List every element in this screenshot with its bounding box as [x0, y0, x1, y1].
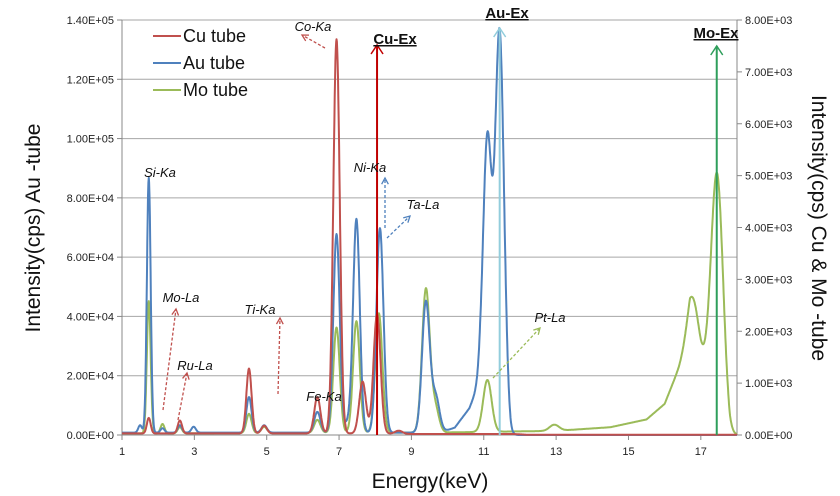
x-tick-label: 1 [119, 446, 125, 458]
peak-label: Si-Ka [144, 165, 176, 180]
right-tick-label: 4.00E+03 [745, 223, 792, 235]
left-tick-label: 1.00E+05 [67, 134, 114, 146]
legend-label: Au tube [183, 53, 245, 73]
x-tick-label: 7 [336, 446, 342, 458]
peak-arrow [492, 327, 541, 379]
peak-label: Ni-Ka [354, 160, 387, 175]
right-tick-label: 7.00E+03 [745, 67, 792, 79]
peak-label: Pt-La [534, 310, 565, 325]
peak-arrowhead [403, 215, 411, 223]
right-tick-label: 2.00E+03 [745, 326, 792, 338]
tick-labels: 0.00E+00 2.00E+04 4.00E+04 6.00E+04 8.00E+04… [67, 15, 793, 458]
left-tick-label: 1.20E+05 [67, 74, 114, 86]
y-axis-title-left: Intensity(cps) Au -tube [22, 124, 45, 333]
right-tick-label: 8.00E+03 [745, 15, 792, 27]
x-tick-label: 17 [695, 446, 707, 458]
peak-arrow [177, 372, 188, 421]
right-tick-label: 5.00E+03 [745, 171, 792, 183]
peak-arrow [277, 317, 281, 395]
peak-arrowhead [300, 34, 310, 42]
peak-arrowhead [381, 176, 389, 185]
peak-arrow [162, 308, 177, 411]
peak-label: Ti-Ka [245, 302, 276, 317]
excitation-arrowhead [370, 43, 384, 55]
excitation-label: Au-Ex [485, 5, 529, 22]
peak-arrowhead [275, 316, 284, 325]
x-tick-label: 11 [478, 446, 489, 458]
x-tick-label: 3 [191, 446, 197, 458]
annotations: Cu-Ex Au-Ex Mo-Ex Co-Ka Si-Ka Ni-Ka Ta-La Mo-La… [144, 5, 739, 435]
peak-label: Ta-La [407, 197, 440, 212]
peak-arrowhead [171, 307, 180, 316]
left-tick-label: 1.40E+05 [67, 15, 114, 27]
legend-label: Mo tube [183, 80, 248, 100]
peak-label: Mo-La [163, 290, 200, 305]
excitation-label: Mo-Ex [694, 25, 740, 42]
x-tick-label: 15 [622, 446, 634, 458]
legend-label: Cu tube [183, 26, 246, 46]
peak-label: Ru-La [177, 358, 212, 373]
left-tick-label: 8.00E+04 [67, 193, 114, 205]
left-tick-label: 2.00E+04 [67, 371, 114, 383]
left-tick-label: 4.00E+04 [67, 311, 114, 323]
axes [117, 19, 742, 440]
x-axis-title: Energy(keV) [372, 470, 489, 493]
series-lines [121, 27, 738, 436]
peak-arrowhead [533, 327, 541, 335]
left-tick-label: 6.00E+04 [67, 252, 114, 264]
peak-label: Co-Ka [295, 19, 332, 34]
x-tick-label: 9 [408, 446, 414, 458]
right-tick-label: 3.00E+03 [745, 274, 792, 286]
excitation-label: Cu-Ex [373, 31, 417, 48]
right-tick-label: 6.00E+03 [745, 119, 792, 131]
peak-arrowhead [182, 371, 190, 380]
x-tick-label: 5 [264, 446, 270, 458]
right-tick-label: 1.00E+03 [745, 378, 792, 390]
x-tick-label: 13 [550, 446, 562, 458]
y-axis-title-right: Intensity(cps) Cu & Mo -tube [807, 95, 830, 361]
excitation-arrowhead [710, 44, 724, 56]
peak-arrow [386, 215, 411, 239]
series-cu-tube [121, 38, 738, 436]
peak-arrow [301, 34, 326, 49]
right-tick-label: 0.00E+00 [745, 430, 792, 442]
legend: Cu tube Au tube Mo tube [153, 26, 248, 100]
excitation-arrowhead [493, 26, 507, 38]
peak-label: Fe-Ka [306, 389, 341, 404]
left-tick-label: 0.00E+00 [67, 430, 114, 442]
